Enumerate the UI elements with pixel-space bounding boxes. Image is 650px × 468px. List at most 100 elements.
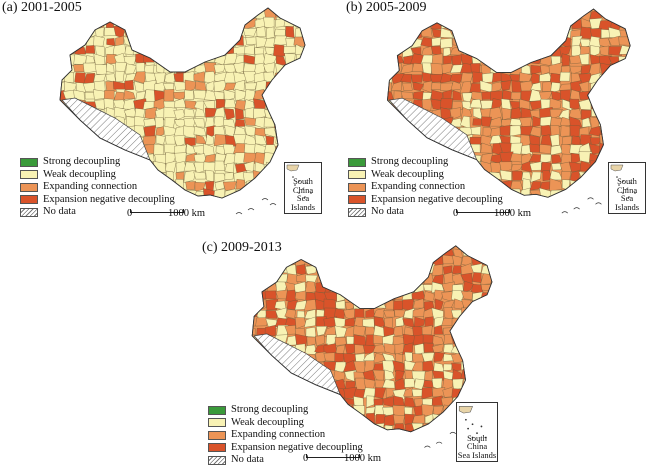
region-weak xyxy=(143,118,157,127)
region-expanding xyxy=(392,255,406,267)
region-weak xyxy=(192,117,205,128)
island-dot xyxy=(634,192,636,194)
island-mark xyxy=(247,208,255,211)
region-weak xyxy=(460,28,474,40)
region-negative xyxy=(264,389,278,400)
region-weak xyxy=(306,81,316,92)
region-weak xyxy=(263,152,277,166)
region-expanding xyxy=(387,55,395,66)
region-expanding xyxy=(450,80,461,91)
region-negative xyxy=(315,246,326,256)
region-expanding xyxy=(589,170,601,181)
region-weak xyxy=(94,45,105,57)
region-weak xyxy=(74,10,86,21)
legend: Strong decoupling Weak decoupling Expandin… xyxy=(348,156,503,219)
region-weak xyxy=(618,82,631,93)
region-negative xyxy=(283,90,295,102)
region-negative xyxy=(452,90,462,101)
panel-title: (b) 2005-2009 xyxy=(346,0,427,15)
region-weak xyxy=(244,82,257,91)
region-weak xyxy=(224,28,236,36)
legend-item-strong: Strong decoupling xyxy=(348,156,503,169)
region-negative xyxy=(531,198,543,208)
region-weak xyxy=(374,264,386,276)
region-weak xyxy=(303,89,305,102)
region-expanding xyxy=(392,247,405,259)
region-expanding xyxy=(173,36,185,47)
region-negative xyxy=(392,264,405,276)
region-weak xyxy=(540,26,553,38)
region-negative xyxy=(502,89,514,101)
region-weak xyxy=(63,125,76,137)
legend-swatch xyxy=(208,443,226,453)
region-expanding xyxy=(412,246,425,257)
region-negative xyxy=(491,327,492,338)
region-expanding xyxy=(609,143,623,156)
region-expanding xyxy=(263,90,278,100)
region-weak xyxy=(224,199,234,207)
region-negative xyxy=(106,38,116,47)
region-negative xyxy=(460,317,475,329)
region-weak xyxy=(95,26,105,39)
region-weak xyxy=(295,91,305,102)
region-weak xyxy=(296,65,305,75)
region-negative xyxy=(282,125,297,138)
region-negative xyxy=(549,72,563,85)
region-expanding xyxy=(589,181,600,191)
legend-swatch xyxy=(20,207,38,217)
region-expanding xyxy=(432,343,444,354)
region-weak xyxy=(382,360,396,373)
region-expanding xyxy=(294,245,306,257)
region-expanding xyxy=(520,80,534,93)
region-weak xyxy=(481,361,492,373)
region-negative xyxy=(303,127,305,137)
region-weak xyxy=(264,378,279,390)
legend-label: No data xyxy=(43,206,76,217)
legend-label: Strong decoupling xyxy=(43,156,121,167)
region-expanding xyxy=(629,144,631,153)
region-weak xyxy=(193,126,207,137)
region-weak xyxy=(174,47,188,57)
region-weak xyxy=(242,28,258,37)
region-negative xyxy=(362,264,376,275)
region-negative xyxy=(462,280,474,293)
region-expanding xyxy=(450,19,462,30)
islands-map xyxy=(610,164,636,198)
country-border xyxy=(386,8,631,198)
region-weak xyxy=(491,316,492,327)
scale-bar-line xyxy=(306,454,360,458)
south-china-sea-inset: South China Sea Islands xyxy=(456,402,498,462)
region-weak xyxy=(273,81,288,92)
region-expanding xyxy=(273,72,287,84)
region-negative xyxy=(591,98,603,110)
region-weak xyxy=(196,18,204,29)
legend-label: Weak decoupling xyxy=(43,168,116,180)
region-weak xyxy=(304,316,316,328)
island-dot xyxy=(478,441,481,443)
region-negative xyxy=(400,73,413,83)
region-weak xyxy=(202,197,217,198)
region-negative xyxy=(559,199,573,207)
region-expanding xyxy=(433,289,445,301)
region-weak xyxy=(133,25,145,37)
region-negative xyxy=(423,342,434,353)
inset-coast xyxy=(286,164,300,172)
region-weak xyxy=(390,134,403,146)
region-negative xyxy=(479,20,494,29)
region-negative xyxy=(383,413,395,427)
region-negative xyxy=(469,83,482,93)
region-weak xyxy=(105,145,117,156)
region-negative xyxy=(73,143,86,155)
region-weak xyxy=(224,9,235,19)
region-weak xyxy=(192,9,207,21)
region-expanding xyxy=(344,291,357,303)
region-weak xyxy=(353,247,367,259)
region-negative xyxy=(570,80,582,92)
region-expanding xyxy=(393,325,403,337)
inset-coast xyxy=(458,406,473,414)
region-expanding xyxy=(334,248,347,259)
region-expanding xyxy=(470,35,484,48)
region-expanding xyxy=(387,107,393,119)
region-expanding xyxy=(244,117,257,126)
region-expanding xyxy=(94,10,106,21)
